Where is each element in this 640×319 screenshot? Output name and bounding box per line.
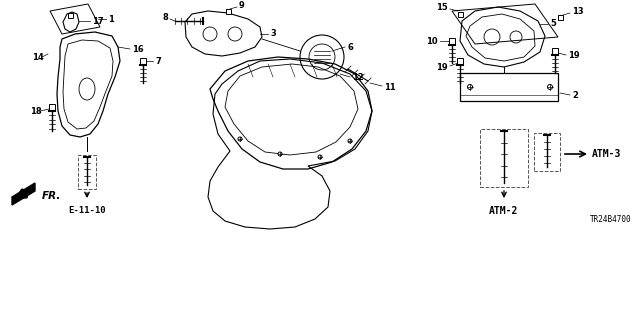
Bar bbox=[552, 48, 558, 54]
Text: 3: 3 bbox=[270, 29, 276, 39]
Text: 19: 19 bbox=[568, 51, 580, 61]
Circle shape bbox=[467, 85, 472, 90]
Text: 11: 11 bbox=[384, 83, 396, 92]
Bar bbox=[480, 129, 528, 187]
Text: 16: 16 bbox=[132, 44, 144, 54]
Text: 9: 9 bbox=[239, 2, 244, 11]
Text: 5: 5 bbox=[550, 19, 556, 28]
Text: 10: 10 bbox=[426, 36, 438, 46]
Bar bbox=[534, 133, 560, 171]
Text: ATM-2: ATM-2 bbox=[490, 206, 518, 216]
Bar bbox=[557, 14, 563, 19]
Text: 7: 7 bbox=[155, 56, 161, 65]
Text: 17: 17 bbox=[92, 17, 104, 26]
Text: E-11-10: E-11-10 bbox=[68, 206, 106, 215]
Bar bbox=[67, 12, 72, 18]
Text: 12: 12 bbox=[352, 73, 364, 83]
Bar bbox=[78, 155, 96, 189]
Text: 13: 13 bbox=[572, 8, 584, 17]
Text: 1: 1 bbox=[108, 14, 114, 24]
Bar bbox=[140, 58, 146, 64]
Bar bbox=[49, 104, 55, 110]
Circle shape bbox=[547, 85, 552, 90]
Circle shape bbox=[348, 139, 352, 143]
Text: FR.: FR. bbox=[42, 191, 61, 201]
Text: 14: 14 bbox=[32, 54, 44, 63]
Text: 19: 19 bbox=[436, 63, 448, 71]
Text: 2: 2 bbox=[572, 92, 578, 100]
Circle shape bbox=[238, 137, 242, 141]
Bar bbox=[457, 58, 463, 64]
Text: TR24B4700: TR24B4700 bbox=[590, 214, 632, 224]
Text: 18: 18 bbox=[30, 108, 42, 116]
Bar bbox=[225, 9, 230, 13]
Text: 8: 8 bbox=[163, 13, 168, 23]
Bar bbox=[460, 73, 558, 101]
Text: 15: 15 bbox=[436, 4, 448, 12]
Bar bbox=[449, 38, 455, 44]
Bar bbox=[458, 11, 463, 17]
Circle shape bbox=[318, 155, 322, 159]
Text: 6: 6 bbox=[347, 42, 353, 51]
Text: ATM-3: ATM-3 bbox=[592, 149, 621, 159]
Polygon shape bbox=[12, 183, 35, 205]
Circle shape bbox=[278, 152, 282, 156]
